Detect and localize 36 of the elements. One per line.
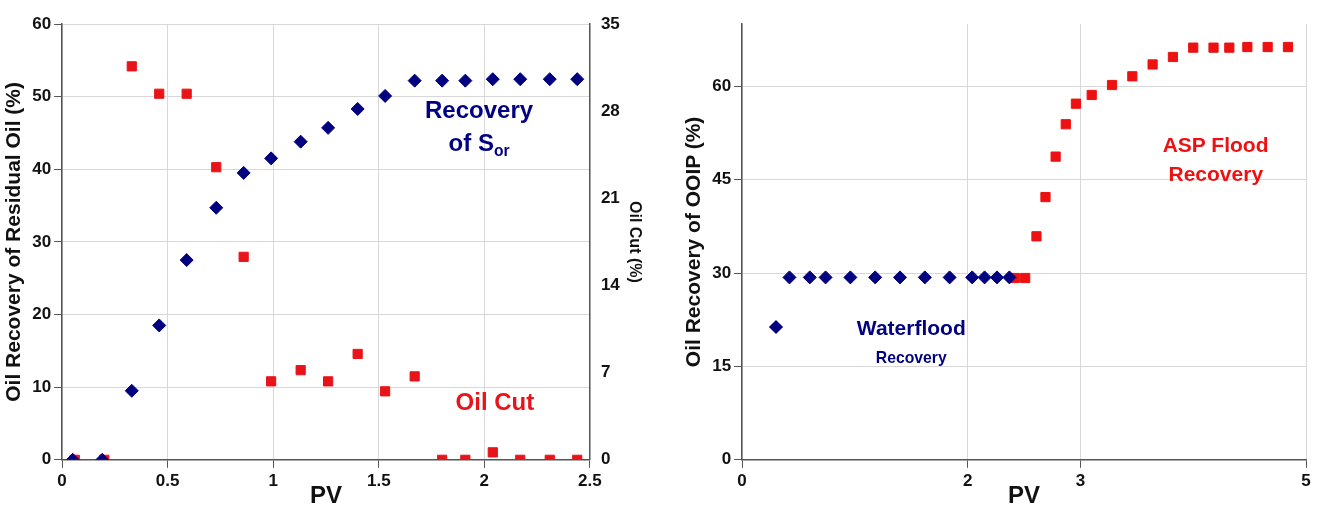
y-tick-label: 60 (32, 13, 52, 33)
y-tick-label: 0 (41, 449, 52, 469)
y2-tick-label: 0 (600, 449, 611, 469)
y-tick-label: 60 (712, 75, 732, 95)
y2-tick-label: 28 (600, 100, 620, 120)
y-tick-label: 40 (32, 158, 52, 178)
y-tick-label: 0 (721, 449, 732, 469)
x-tick-label: 5 (1301, 470, 1311, 490)
y2-tick-label: 7 (600, 362, 611, 382)
y-tick-label: 30 (32, 231, 52, 251)
series-label: Oil Cut (455, 387, 535, 415)
y-tick-label: 30 (712, 262, 732, 282)
y-tick-label: 10 (32, 376, 52, 396)
x-tick-label: 3 (1075, 470, 1086, 490)
x-axis-title: PV (309, 481, 343, 509)
x-tick-label: 1.5 (366, 470, 391, 490)
y-tick-label: 45 (712, 169, 732, 189)
x-tick-label: 2 (479, 470, 490, 490)
x-axis-title: PV (1008, 481, 1041, 509)
y-tick-label: 50 (32, 86, 52, 106)
y-tick-label: 20 (32, 304, 52, 324)
x-tick-label: 0 (737, 470, 747, 490)
y2-tick-label: 14 (600, 275, 621, 295)
y2-tick-label: 35 (600, 13, 620, 33)
x-tick-label: 2.5 (578, 470, 602, 490)
x-tick-label: 0.5 (155, 470, 180, 490)
x-tick-label: 2 (962, 470, 973, 490)
x-tick-label: 0 (57, 470, 67, 490)
x-tick-label: 1 (268, 470, 278, 490)
series-label: Waterflood Recovery (856, 315, 966, 366)
y-axis-title: Oil Recovery of Residual Oil (%) (1, 82, 25, 402)
y2-tick-label: 21 (600, 188, 620, 208)
y-axis-title: Oil Recovery of OOIP (%) (681, 116, 705, 368)
y-tick-label: 15 (712, 356, 732, 376)
text: ASP Flood Recovery (1162, 132, 1269, 186)
y2-axis-title: Oil Cut (%) (626, 201, 644, 283)
